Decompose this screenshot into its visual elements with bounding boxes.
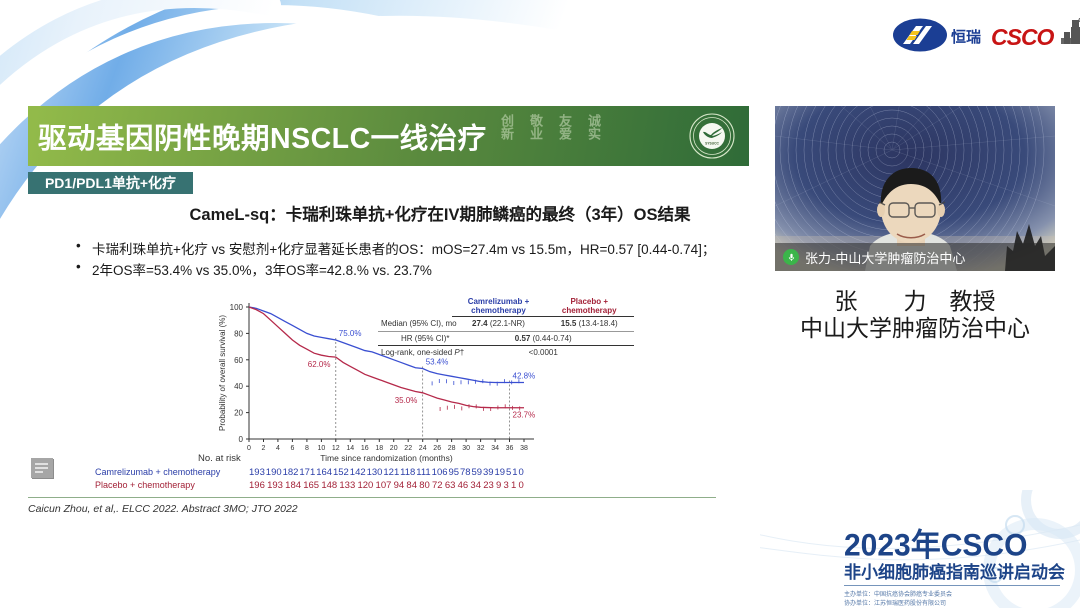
svg-text:40: 40 [234,382,243,391]
svg-text:75.0%: 75.0% [339,329,362,338]
svg-text:100: 100 [230,303,244,312]
svg-text:24: 24 [419,445,427,452]
svg-text:22: 22 [404,445,412,452]
svg-text:35.0%: 35.0% [395,396,418,405]
svg-text:Time since randomization (mont: Time since randomization (months) [320,453,453,463]
svg-text:80: 80 [234,329,243,338]
svg-text:14: 14 [346,445,354,452]
svg-text:6: 6 [290,445,294,452]
svg-text:32: 32 [477,445,485,452]
svg-text:4: 4 [276,445,280,452]
svg-text:26: 26 [433,445,441,452]
svg-text:62.0%: 62.0% [308,360,331,369]
svg-text:42.8%: 42.8% [513,372,536,381]
svg-text:23.7%: 23.7% [513,411,536,420]
svg-text:38: 38 [520,445,528,452]
svg-text:12: 12 [332,445,340,452]
svg-text:CSCO: CSCO [991,24,1055,50]
svg-text:SYSUCC: SYSUCC [705,142,719,146]
svg-text:8: 8 [305,445,309,452]
svg-text:60: 60 [234,356,243,365]
svg-text:16: 16 [361,445,369,452]
svg-text:20: 20 [390,445,398,452]
svg-text:28: 28 [448,445,456,452]
svg-text:0: 0 [239,435,244,444]
svg-text:34: 34 [491,445,499,452]
svg-text:30: 30 [462,445,470,452]
svg-text:Probability of overall surviva: Probability of overall survival (%) [218,315,227,431]
svg-text:10: 10 [318,445,326,452]
svg-text:20: 20 [234,409,243,418]
svg-text:18: 18 [375,445,383,452]
svg-text:0: 0 [247,445,251,452]
svg-text:2: 2 [262,445,266,452]
svg-text:36: 36 [506,445,514,452]
svg-text:恒瑞: 恒瑞 [951,28,981,46]
